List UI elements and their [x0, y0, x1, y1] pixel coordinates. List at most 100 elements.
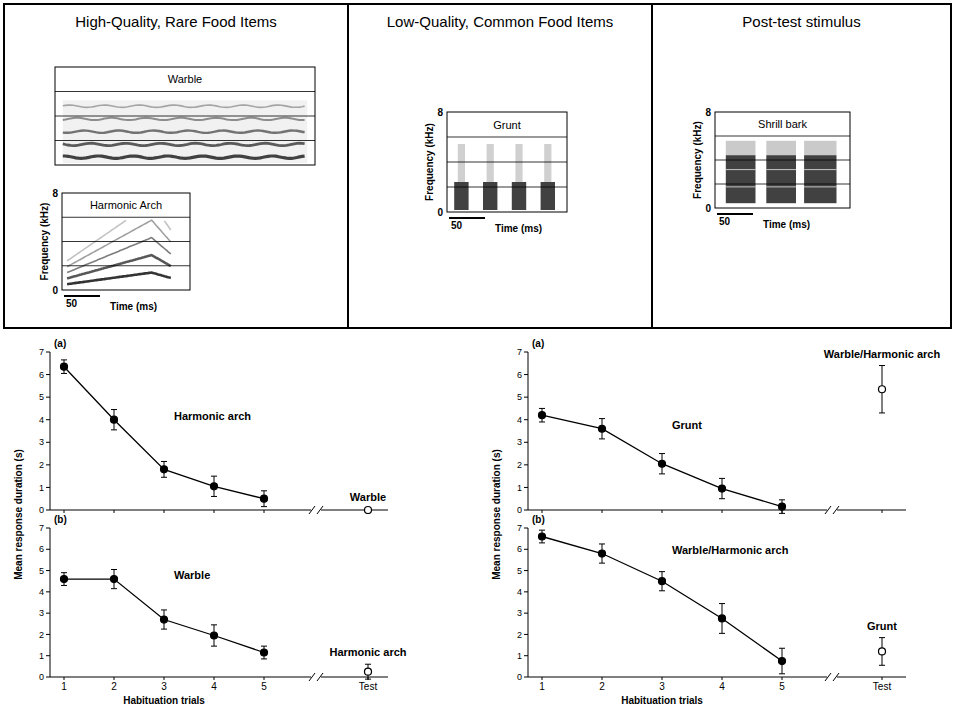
panel-label: (a): [532, 338, 544, 349]
y-tick: [524, 549, 528, 550]
series-label: Harmonic arch: [329, 646, 406, 658]
scale-bar-label: 50: [66, 298, 78, 309]
x-tick: [64, 677, 65, 680]
tick-label: 8: [52, 188, 58, 199]
axis-break: [309, 673, 315, 681]
spectrogram-energy: [454, 182, 468, 210]
series-label: Warble: [350, 491, 386, 503]
x-tick: [602, 677, 603, 680]
tick-label: 5: [39, 566, 44, 576]
data-point: [365, 507, 372, 514]
x-tick: [214, 510, 215, 513]
y-tick: [46, 549, 50, 550]
y-tick: [46, 419, 50, 420]
tick-label: 6: [39, 370, 44, 380]
axis-break: [825, 673, 831, 681]
axis-title: Time (ms): [110, 301, 157, 312]
y-tick: [524, 613, 528, 614]
spectrogram: [454, 144, 555, 210]
spectrogram-divider: [447, 137, 567, 138]
tick-label: 8: [705, 107, 711, 118]
y-tick: [524, 677, 528, 678]
tick-label: 2: [517, 630, 522, 640]
axis-title: Frequency (kHz): [692, 121, 703, 199]
tick-label: 4: [517, 415, 522, 425]
spectrogram-frame: [715, 112, 850, 208]
spectrogram-band: [804, 169, 836, 170]
x-axis: [50, 677, 311, 678]
spectrogram-divider: [715, 136, 850, 137]
tick-label: 1: [39, 651, 44, 661]
data-point: [261, 649, 268, 656]
scale-bar-label: 50: [719, 216, 731, 227]
panel-frame: [652, 4, 951, 328]
spectrogram-band: [766, 169, 796, 170]
y-tick: [524, 352, 528, 353]
panel-label: (b): [532, 514, 545, 525]
spectrogram-band: [804, 186, 836, 187]
data-point: [659, 578, 666, 585]
tick-label: 0: [517, 505, 522, 515]
error-bar: [599, 544, 605, 563]
tick-label: 4: [517, 587, 522, 597]
series-label: Harmonic arch: [174, 410, 251, 422]
x-tick: [722, 510, 723, 513]
x-tick: [114, 510, 115, 513]
series-labels: Harmonic arch Warble: [174, 410, 386, 503]
error-bar: [261, 491, 267, 507]
y-axis: [50, 352, 51, 510]
data-point: [211, 483, 218, 490]
spectrogram-divider: [62, 217, 190, 218]
axis-title: Habituation trials: [621, 695, 703, 706]
spectrogram-energy: [458, 144, 465, 182]
scale-bar: [449, 217, 485, 219]
axis-title: Mean response duration (s): [491, 449, 502, 580]
x-axis: [837, 510, 906, 511]
spectrogram-harmonic: [67, 238, 171, 273]
y-axis: [528, 528, 529, 677]
y-tick: [524, 510, 528, 511]
error-bar: [261, 646, 267, 659]
plot-area: [539, 530, 886, 674]
x-axis: [321, 510, 388, 511]
x-tick: [264, 510, 265, 513]
axis-title: Time (ms): [763, 219, 810, 230]
tick-label: 6: [517, 544, 522, 554]
tick-label: 1: [539, 681, 545, 692]
y-tick: [46, 528, 50, 529]
spectrogram-band: [726, 169, 756, 170]
data-point: [659, 460, 666, 467]
axis-title: Frequency (kHz): [424, 123, 435, 201]
error-bar: [599, 419, 605, 439]
y-tick: [524, 442, 528, 443]
error-bar: [779, 500, 785, 514]
spectrogram-energy: [541, 182, 555, 210]
series-labels: WarbleHarmonic arch: [174, 569, 407, 658]
background: [0, 0, 955, 713]
x-tick: [722, 677, 723, 680]
panel-title: Post-test stimulus: [742, 13, 860, 30]
x-tick: [662, 677, 663, 680]
error-bar: [365, 664, 371, 679]
y-tick: [524, 464, 528, 465]
y-tick: [46, 397, 50, 398]
spectrogram-divider: [55, 140, 315, 141]
tick-label: 0: [52, 285, 58, 296]
spectrogram-harmonic: [67, 220, 171, 261]
data-point: [719, 485, 726, 492]
spectrogram-energy: [726, 141, 756, 155]
data-point: [211, 632, 218, 639]
plot-area: [61, 570, 372, 680]
data-point: [599, 550, 606, 557]
data-point: [779, 658, 786, 665]
y-tick: [46, 352, 50, 353]
error-bar: [659, 454, 665, 474]
tick-label: 1: [517, 651, 522, 661]
spectrogram-divider: [715, 184, 850, 185]
y-tick: [46, 487, 50, 488]
tick-label: 2: [111, 681, 117, 692]
tick-label: 3: [161, 681, 167, 692]
panel-title: Low-Quality, Common Food Items: [387, 13, 613, 30]
spectrogram: [726, 141, 837, 203]
spectrogram-energy: [726, 155, 756, 203]
